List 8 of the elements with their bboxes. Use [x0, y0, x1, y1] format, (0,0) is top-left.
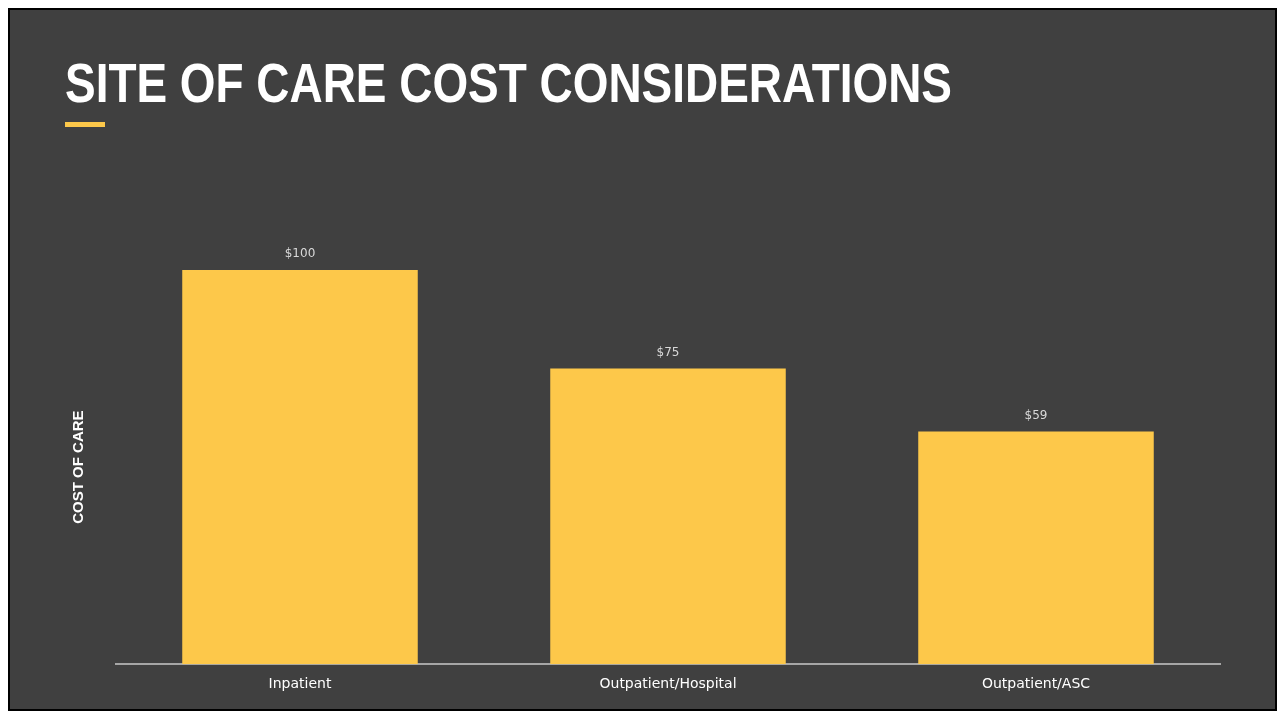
x-tick-label: Outpatient/Hospital: [599, 675, 737, 692]
data-label: $75: [656, 344, 680, 359]
x-tick-label: Outpatient/ASC: [981, 675, 1091, 692]
data-label: $59: [1024, 407, 1048, 422]
data-label: $100: [284, 246, 316, 261]
y-axis-title: COST OF CARE: [69, 410, 87, 524]
x-tick-label: Inpatient: [268, 675, 332, 692]
chart-title: SITE OF CARE COST CONSIDERATIONS: [65, 50, 952, 115]
